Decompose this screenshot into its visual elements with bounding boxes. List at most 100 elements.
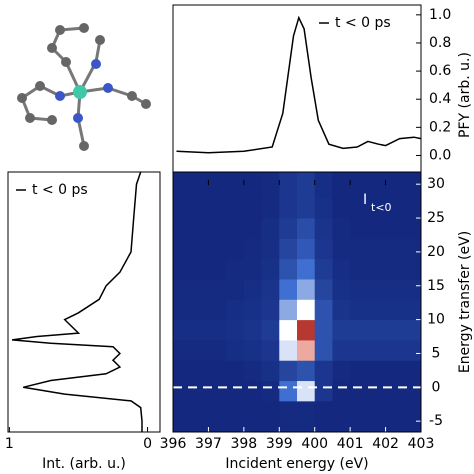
data-line — [176, 15, 422, 154]
heat-cell — [173, 400, 192, 433]
heat-cell — [226, 197, 245, 219]
y-tick-label: 10 — [427, 312, 445, 328]
heat-cell — [314, 339, 333, 361]
heat-cell — [314, 360, 333, 382]
heat-cell — [173, 218, 192, 239]
legend-label: t < 0 ps — [32, 182, 88, 198]
heat-cell — [190, 339, 209, 361]
heat-cell — [243, 172, 263, 199]
heat-cell — [173, 258, 192, 280]
x-tick-label: 398 — [230, 436, 257, 452]
heat-cell — [367, 172, 387, 199]
heat-cell — [332, 238, 351, 260]
heat-cell — [279, 299, 298, 321]
y-axis-label: PFY (arb. u.) — [457, 52, 473, 138]
heat-cell — [332, 400, 351, 433]
heat-cell — [226, 299, 245, 321]
x-tick-label: 402 — [372, 436, 399, 452]
heat-cell — [350, 238, 369, 260]
x-axis-label: Int. (arb. u.) — [42, 456, 126, 472]
heat-cell — [190, 319, 209, 341]
heat-cell — [208, 218, 227, 239]
heat-cell — [403, 238, 422, 260]
heat-cell — [243, 360, 263, 382]
legend-label: t < 0 ps — [335, 15, 391, 31]
heat-cell — [350, 197, 369, 219]
heat-cell — [367, 339, 387, 361]
heat-cell — [243, 339, 263, 361]
heat-cell — [314, 319, 333, 341]
heat-cell — [261, 258, 280, 280]
heat-cell — [314, 400, 333, 433]
heat-cell — [226, 238, 245, 260]
heat-cell — [208, 258, 227, 280]
heat-cell — [367, 319, 387, 341]
heat-cell — [208, 400, 227, 433]
heat-cell — [243, 319, 263, 341]
heat-cell — [190, 172, 209, 199]
heat-cell — [403, 299, 422, 321]
heat-cell — [190, 360, 209, 382]
heat-cell — [173, 380, 192, 402]
heat-cell — [314, 380, 333, 402]
y-tick-label: 0 — [432, 379, 441, 395]
heat-cell — [208, 380, 227, 402]
heat-cell — [208, 299, 227, 321]
heat-cell — [385, 278, 404, 300]
x-tick-label: 399 — [266, 436, 293, 452]
heat-cell — [243, 380, 263, 402]
heat-cell — [297, 197, 316, 219]
heat-cell — [350, 360, 369, 382]
heat-cell — [279, 339, 298, 361]
heat-cell — [314, 238, 333, 260]
heat-cell — [261, 319, 280, 341]
heat-cell — [385, 197, 404, 219]
heat-cell — [350, 278, 369, 300]
heat-cell — [261, 218, 280, 239]
y-axis-label: Energy transfer (eV) — [457, 231, 473, 373]
heat-cell — [297, 339, 316, 361]
heat-cell — [297, 238, 316, 260]
heat-cell — [297, 319, 316, 341]
plot-frame — [7, 171, 161, 433]
heat-cell — [332, 258, 351, 280]
heat-cell — [385, 299, 404, 321]
heat-cell — [403, 172, 422, 199]
x-tick-label: 0 — [143, 436, 152, 452]
heat-cell — [332, 299, 351, 321]
y-tick-label: 0.0 — [429, 147, 451, 163]
heat-cell — [173, 197, 192, 219]
heat-cell — [173, 299, 192, 321]
annotation: I — [363, 192, 367, 208]
heat-cell — [403, 278, 422, 300]
y-tick-label: 0.2 — [429, 119, 451, 135]
heat-cell — [279, 400, 298, 433]
heat-cell — [367, 299, 387, 321]
heat-cell — [173, 278, 192, 300]
y-tick-label: 30 — [427, 176, 445, 192]
heat-cell — [279, 197, 298, 219]
heat-cell — [190, 197, 209, 219]
heat-cell — [350, 299, 369, 321]
y-tick-label: 0.4 — [429, 91, 451, 107]
heat-cell — [190, 278, 209, 300]
heat-cell — [350, 258, 369, 280]
heat-cell — [367, 258, 387, 280]
heat-cell — [279, 360, 298, 382]
heat-cell — [190, 238, 209, 260]
heat-cell — [367, 360, 387, 382]
heat-cell — [332, 218, 351, 239]
heat-cell — [350, 400, 369, 433]
y-tick-label: 0.6 — [429, 63, 451, 79]
heat-cell — [226, 339, 245, 361]
heat-cell — [314, 258, 333, 280]
heat-cell — [297, 299, 316, 321]
heat-cell — [314, 218, 333, 239]
heat-cell — [403, 400, 422, 433]
heat-cell — [367, 197, 387, 219]
heat-cell — [261, 172, 280, 199]
x-tick-label: 403 — [408, 436, 435, 452]
heat-cell — [226, 360, 245, 382]
